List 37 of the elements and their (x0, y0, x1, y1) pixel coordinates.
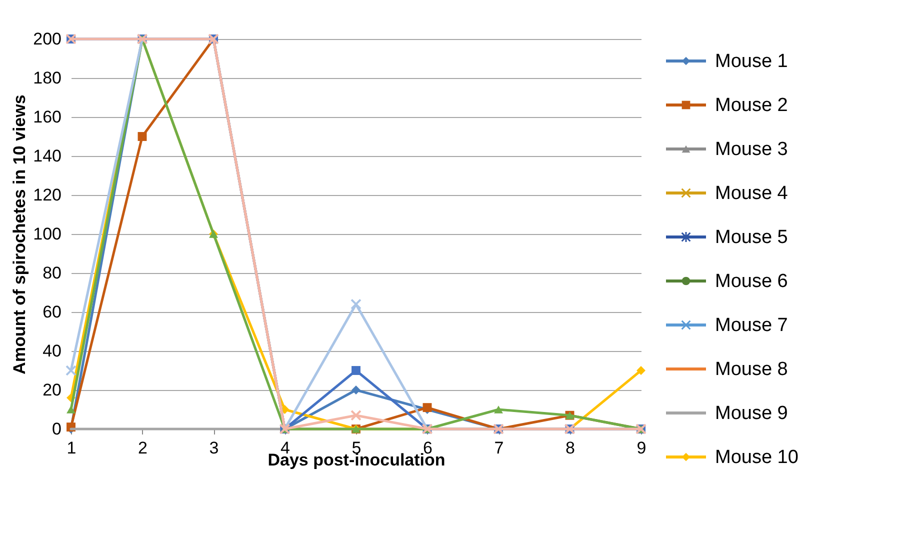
y-tick-label: 40 (42, 342, 62, 360)
point (494, 406, 503, 414)
point (66, 406, 76, 414)
y-axis-title: Amount of spirochetes in 10 views (10, 94, 30, 374)
legend-label: Mouse 2 (715, 95, 788, 116)
y-tick-label: 180 (33, 68, 62, 88)
point (66, 365, 76, 376)
legend-label: Mouse 6 (715, 271, 788, 292)
x-tick-label: 2 (138, 438, 148, 458)
y-tick-label: 20 (42, 380, 62, 400)
y-tick-label: 200 (33, 30, 62, 48)
legend-label: Mouse 10 (715, 447, 798, 468)
legend-label: Mouse 1 (715, 51, 788, 72)
point (352, 366, 360, 375)
point (352, 386, 360, 394)
x-tick-label: 8 (566, 438, 575, 458)
x-tick-label: 3 (209, 438, 219, 458)
y-tick-label: 80 (42, 264, 62, 282)
legend-label: Mouse 7 (715, 315, 788, 336)
point (138, 132, 147, 141)
y-tick-label: 120 (33, 186, 62, 204)
y-tick-label: 0 (52, 420, 62, 438)
legend-label: Mouse 4 (715, 183, 788, 204)
point (350, 410, 362, 421)
legend-label: Mouse 5 (715, 227, 788, 248)
x-tick-label: 1 (66, 438, 76, 458)
x-tick-label: 7 (494, 438, 504, 458)
point (636, 366, 646, 375)
y-tick-label: 100 (33, 224, 62, 244)
x-tick-label: 9 (636, 438, 646, 458)
legend-label: Mouse 3 (715, 139, 788, 160)
y-tick-label: 160 (33, 108, 62, 126)
y-tick-label: 60 (42, 302, 62, 322)
legend-label: Mouse 9 (715, 403, 788, 424)
point (350, 298, 362, 310)
y-tick-label: 140 (33, 146, 62, 166)
legend-label: Mouse 8 (715, 359, 788, 380)
